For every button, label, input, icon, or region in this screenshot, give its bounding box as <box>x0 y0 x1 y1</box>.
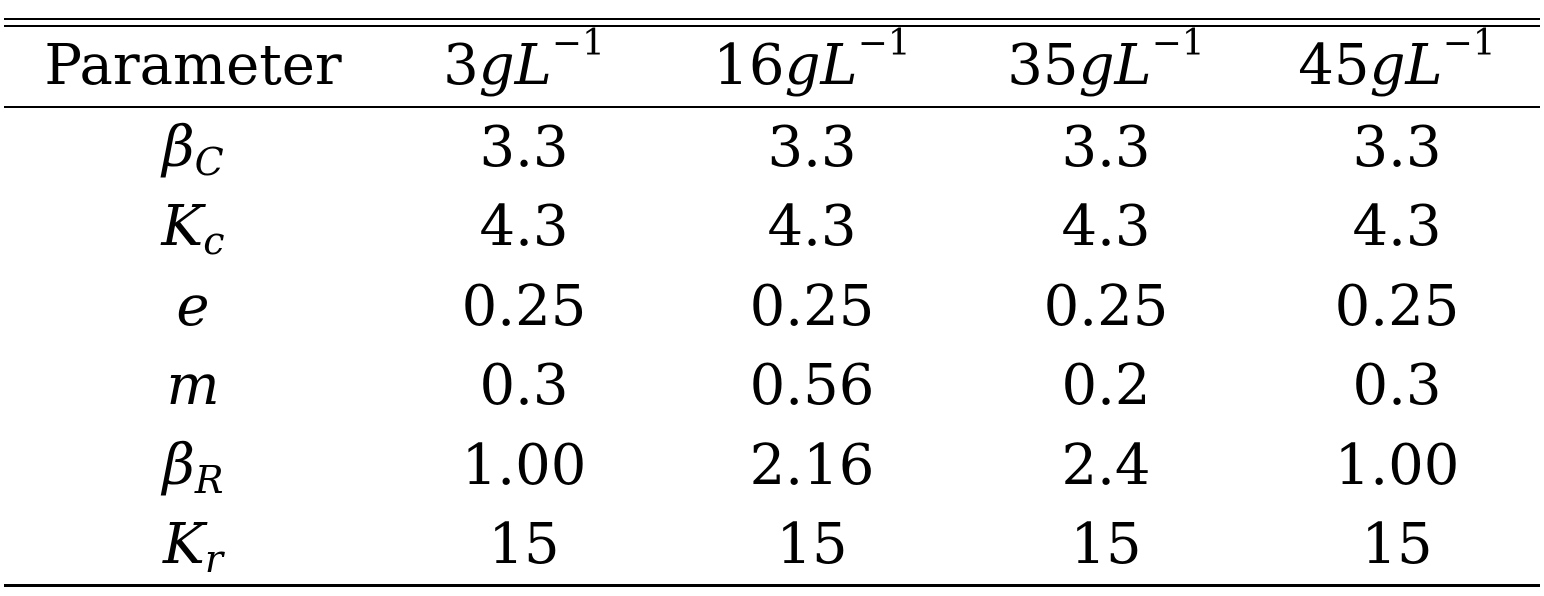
header-col-2-var: gL <box>784 33 858 98</box>
header-col-2-num: 16 <box>713 33 785 98</box>
header-col-3-num: 35 <box>1007 33 1079 98</box>
row-value: 3.3 <box>1061 114 1151 180</box>
header-col-2: 16 gL −1 <box>666 23 958 104</box>
row-symbol-main: m <box>166 353 220 419</box>
header-parameter-label: Parameter <box>44 33 342 98</box>
row-value: 15 <box>488 512 560 578</box>
header-col-1: 3 gL −1 <box>382 23 666 104</box>
row-symbol-main: e <box>176 273 210 339</box>
row-value: 1.00 <box>1334 432 1460 498</box>
row-symbol-main: K <box>162 512 205 578</box>
table-header-row: Parameter 3 gL −1 16 gL −1 35 gL −1 45 gL −1 <box>4 23 1540 104</box>
header-col-2-exp: −1 <box>857 23 911 64</box>
table-top-rule-inner <box>4 25 1540 27</box>
row-value: 0.56 <box>749 353 875 419</box>
row-value: 2.16 <box>749 432 875 498</box>
row-symbol-sub: R <box>194 457 224 502</box>
row-value: 2.4 <box>1061 432 1151 498</box>
row-symbol-main: β <box>162 432 195 498</box>
table-row: m 0.3 0.56 0.2 0.3 <box>4 347 1540 427</box>
row-value: 3.3 <box>1352 114 1442 180</box>
row-value: 15 <box>776 512 848 578</box>
table-row: e 0.25 0.25 0.25 0.25 <box>4 267 1540 347</box>
row-value: 0.25 <box>749 273 875 339</box>
header-col-4-var: gL <box>1369 33 1443 98</box>
row-value: 15 <box>1361 512 1433 578</box>
row-value: 4.3 <box>1352 194 1442 260</box>
row-value: 0.25 <box>461 273 587 339</box>
row-value: 15 <box>1070 512 1142 578</box>
row-symbol-main: β <box>162 114 195 180</box>
header-col-1-var: gL <box>478 33 552 98</box>
row-value: 3.3 <box>767 114 857 180</box>
header-col-1-num: 3 <box>443 33 479 98</box>
table-header-rule <box>4 106 1540 108</box>
header-col-4: 45 gL −1 <box>1254 23 1540 104</box>
header-col-3-exp: −1 <box>1151 23 1205 64</box>
header-col-3-var: gL <box>1078 33 1152 98</box>
row-value: 0.3 <box>1352 353 1442 419</box>
row-symbol-sub: r <box>204 537 223 582</box>
header-col-1-exp: −1 <box>551 23 605 64</box>
row-symbol: m <box>4 347 382 427</box>
row-value: 4.3 <box>767 194 857 260</box>
row-symbol-sub: C <box>194 139 224 184</box>
row-value: 1.00 <box>461 432 587 498</box>
row-value: 3.3 <box>479 114 569 180</box>
row-value: 0.2 <box>1061 353 1151 419</box>
table-bottom-rule <box>4 584 1540 587</box>
row-value: 4.3 <box>1061 194 1151 260</box>
header-col-4-num: 45 <box>1298 33 1370 98</box>
row-value: 0.25 <box>1334 273 1460 339</box>
header-col-4-exp: −1 <box>1442 23 1496 64</box>
header-parameter: Parameter <box>4 28 382 104</box>
table-top-rule <box>4 18 1540 20</box>
row-value: 0.25 <box>1043 273 1169 339</box>
header-col-3: 35 gL −1 <box>958 23 1254 104</box>
row-symbol-main: K <box>161 194 204 260</box>
row-symbol: e <box>4 267 382 347</box>
row-value: 4.3 <box>479 194 569 260</box>
row-symbol-sub: c <box>203 219 225 264</box>
row-value: 0.3 <box>479 353 569 419</box>
